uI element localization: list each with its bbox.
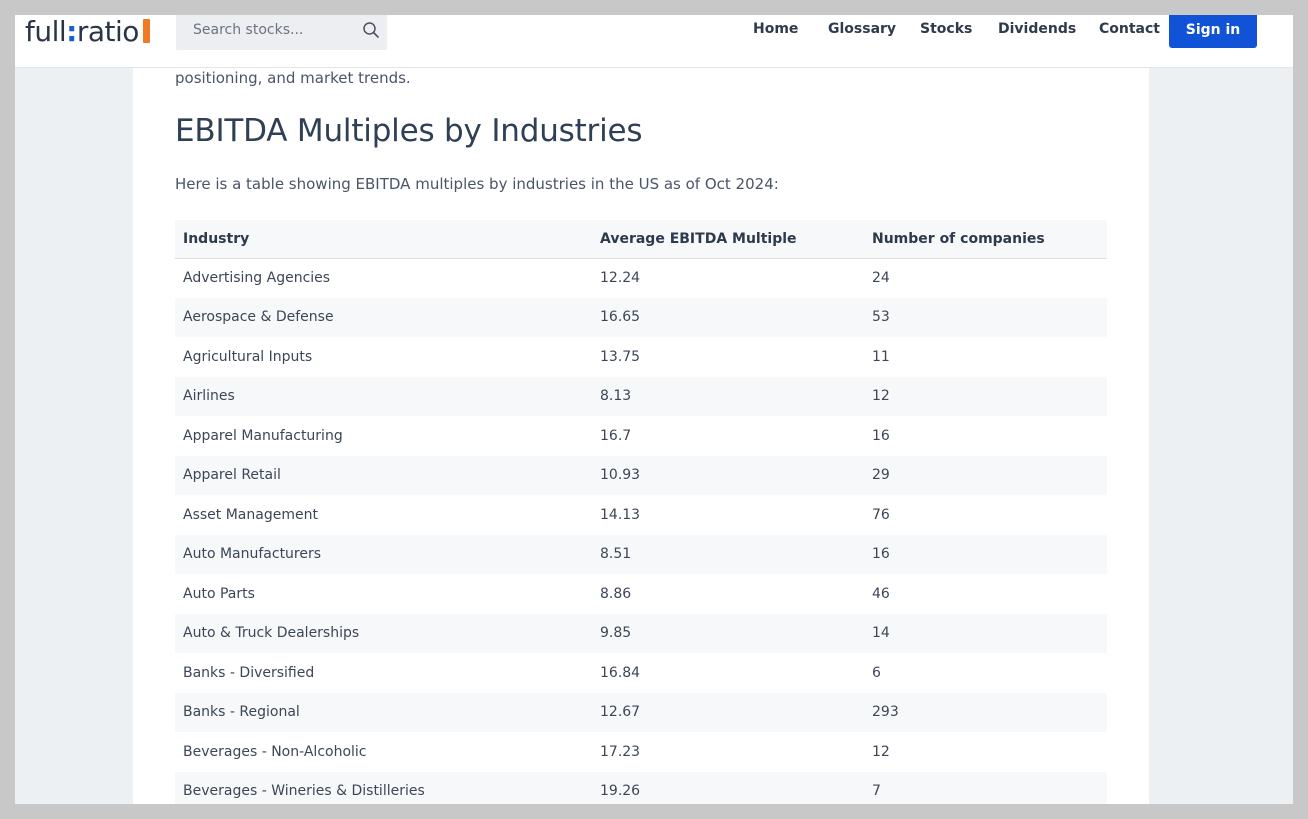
cell-companies: 76 — [872, 506, 890, 523]
section-title: EBITDA Multiples by Industries — [175, 113, 643, 149]
table-row: Beverages - Wineries & Distilleries 19.2… — [175, 771, 1107, 804]
cell-industry: Asset Management — [183, 506, 318, 523]
cell-companies: 16 — [872, 427, 890, 444]
cell-companies: 53 — [864, 297, 1107, 337]
cell-multiple: 10.93 — [592, 455, 864, 495]
cell-multiple: 12.67 — [592, 692, 864, 732]
cell-multiple: 8.13 — [592, 376, 864, 416]
cell-companies: 6 — [872, 664, 881, 681]
table-header-row: Industry Average EBITDA Multiple Number … — [175, 220, 1107, 259]
cell-industry: Apparel Retail — [175, 455, 592, 495]
cell-multiple: 12.24 — [600, 270, 641, 286]
cell-companies: 14 — [864, 613, 1107, 653]
table-row: Banks - Diversified 16.84 6 — [175, 653, 1107, 693]
table-row: Advertising Agencies 12.24 24 — [175, 258, 1107, 298]
cell-industry: Airlines — [175, 376, 592, 416]
nav-glossary[interactable]: Glossary — [828, 21, 897, 37]
cell-industry: Auto Parts — [183, 585, 255, 602]
cell-multiple: 19.26 — [592, 771, 864, 804]
section-description: Here is a table showing EBITDA multiples… — [175, 175, 779, 193]
ebitda-multiples-table: Industry Average EBITDA Multiple Number … — [175, 220, 1107, 804]
table-row: Auto & Truck Dealerships 9.85 14 — [175, 613, 1107, 653]
header-industry: Industry — [175, 220, 592, 259]
cell-companies: 12 — [864, 376, 1107, 416]
cell-industry: Beverages - Non-Alcoholic — [183, 743, 367, 760]
top-navbar: full:ratio Home Glossary Stocks Dividend… — [15, 15, 1293, 68]
cell-companies: 16 — [864, 534, 1107, 574]
cell-industry: Banks - Regional — [175, 692, 592, 732]
cell-companies: 11 — [872, 348, 890, 365]
cell-industry: Agricultural Inputs — [183, 348, 313, 365]
table-row: Banks - Regional 12.67 293 — [175, 692, 1107, 732]
cell-companies: 293 — [864, 692, 1107, 732]
cell-industry: Auto Manufacturers — [175, 534, 592, 574]
cell-industry: Apparel Manufacturing — [183, 427, 343, 444]
cell-multiple: 9.85 — [592, 613, 864, 653]
cell-industry: Auto & Truck Dealerships — [175, 613, 592, 653]
nav-stocks[interactable]: Stocks — [920, 21, 973, 37]
cell-industry: Banks - Diversified — [183, 664, 315, 681]
cell-multiple: 14.13 — [600, 506, 641, 523]
table-row: Beverages - Non-Alcoholic 17.23 12 — [175, 732, 1107, 772]
table-row: Auto Parts 8.86 46 — [175, 574, 1107, 614]
fullratio-logo[interactable]: full: ratio — [25, 15, 150, 48]
logo-text-full: full — [25, 15, 67, 48]
table-row: Auto Manufacturers 8.51 16 — [175, 534, 1107, 574]
logo-text-ratio: ratio — [76, 15, 140, 48]
logo-colon: : — [66, 15, 77, 48]
cell-multiple: 13.75 — [600, 348, 641, 365]
intro-paragraph-tail: positioning, and market trends. — [175, 69, 411, 87]
cell-multiple: 8.86 — [600, 585, 632, 602]
table-row: Aerospace & Defense 16.65 53 — [175, 297, 1107, 337]
cell-multiple: 8.51 — [592, 534, 864, 574]
nav-contact[interactable]: Contact — [1099, 21, 1160, 37]
cell-industry: Aerospace & Defense — [175, 297, 592, 337]
cell-multiple: 17.23 — [600, 743, 641, 760]
table-row: Apparel Retail 10.93 29 — [175, 455, 1107, 495]
table-row: Apparel Manufacturing 16.7 16 — [175, 416, 1107, 456]
cell-multiple: 16.65 — [592, 297, 864, 337]
cell-companies: 12 — [872, 743, 890, 760]
cell-industry: Advertising Agencies — [183, 270, 331, 286]
nav-home[interactable]: Home — [753, 21, 799, 37]
article-content: positioning, and market trends. EBITDA M… — [133, 67, 1149, 804]
cell-companies: 46 — [872, 585, 890, 602]
cell-companies: 24 — [872, 270, 890, 286]
sign-in-button[interactable]: Sign in — [1169, 15, 1257, 48]
cell-companies: 29 — [864, 455, 1107, 495]
logo-badge-icon — [142, 19, 150, 43]
stock-search — [176, 15, 387, 50]
cell-companies: 7 — [864, 771, 1107, 804]
cell-industry: Beverages - Wineries & Distilleries — [175, 771, 592, 804]
table-row: Asset Management 14.13 76 — [175, 495, 1107, 535]
table-row: Airlines 8.13 12 — [175, 376, 1107, 416]
header-number-of-companies: Number of companies — [864, 220, 1107, 259]
search-input[interactable] — [176, 15, 356, 50]
nav-dividends[interactable]: Dividends — [998, 21, 1077, 37]
table-row: Agricultural Inputs 13.75 11 — [175, 337, 1107, 377]
cell-multiple: 16.7 — [600, 427, 632, 444]
header-average-ebitda-multiple: Average EBITDA Multiple — [592, 220, 864, 259]
cell-multiple: 16.84 — [600, 664, 641, 681]
search-icon[interactable] — [362, 21, 380, 39]
browser-viewport: full:ratio Home Glossary Stocks Dividend… — [15, 15, 1293, 804]
